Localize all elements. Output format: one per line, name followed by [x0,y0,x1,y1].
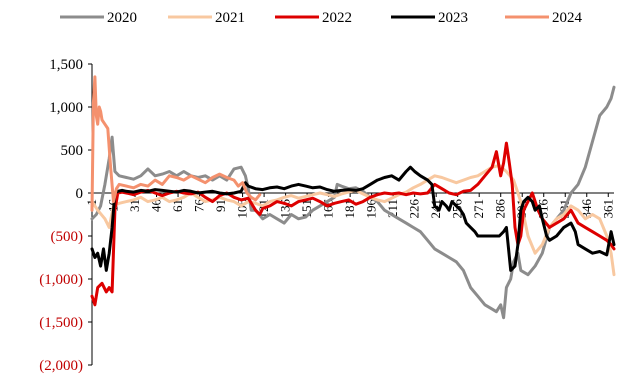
legend-item-2023: 2023 [391,10,468,26]
series-line-2023 [90,165,616,272]
legend-label: 2021 [215,10,245,26]
legend: 2020 2021 2022 2023 2024 [60,10,583,26]
x-tick-label: 31 [127,199,142,212]
x-tick-label: 91 [213,199,228,212]
legend-label: 2024 [552,10,583,26]
y-tick-label: (1,000) [39,272,83,288]
y-tick-label: 0 [76,186,84,202]
series-line-2024 [90,75,262,212]
series-line-2022 [90,141,616,307]
y-tick-label: 1,000 [49,100,83,116]
x-tick-label: 361 [600,199,615,219]
legend-label: 2022 [322,10,352,26]
x-tick-label: 226 [407,199,422,219]
y-tick-label: (2,000) [39,358,83,374]
legend-item-2024: 2024 [505,10,583,26]
x-tick-label: 271 [471,199,486,219]
y-tick-label: 1,500 [49,57,83,73]
y-tick-label: (500) [51,229,84,245]
legend-label: 2023 [438,10,468,26]
x-tick-label: 196 [364,199,379,219]
x-tick-label: 61 [170,199,185,212]
x-tick-label: 76 [192,199,207,213]
legend-label: 2020 [107,10,137,26]
legend-item-2022: 2022 [275,10,352,26]
legend-item-2021: 2021 [168,10,245,26]
y-tick-label: 500 [61,143,84,159]
series-layer [90,75,616,320]
legend-item-2020: 2020 [60,10,137,26]
y-tick-label: (1,500) [39,315,83,331]
series-line-2021 [90,164,616,277]
x-tick-label: 286 [493,199,508,219]
y-axis: 1,500 1,000 500 0 (500) (1,000) (1,500) (2,000) [39,57,93,374]
